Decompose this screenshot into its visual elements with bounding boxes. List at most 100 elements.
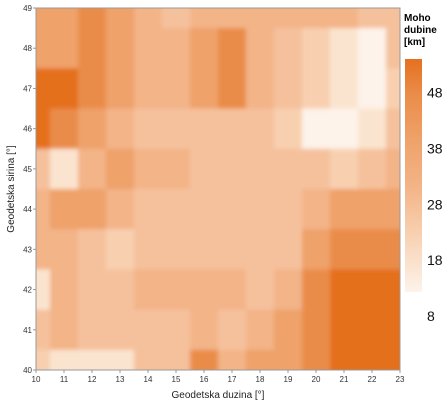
depth-cell: [190, 309, 219, 351]
depth-cell: [302, 229, 331, 270]
depth-cell: [36, 349, 51, 370]
depth-cell: [386, 68, 400, 110]
depth-cell: [330, 148, 359, 190]
depth-cell: [218, 309, 247, 351]
depth-cell: [358, 8, 387, 29]
x-axis-title: Geodetska duzina [°]: [172, 390, 265, 401]
depth-cell: [190, 108, 219, 150]
legend-tick-label: 28: [427, 196, 442, 212]
depth-cell: [358, 269, 387, 311]
depth-cell: [218, 28, 247, 69]
depth-cell: [106, 108, 135, 150]
depth-cell: [246, 229, 275, 270]
depth-cell: [106, 148, 135, 190]
x-axis: 10 11 12 13 14 15 16 17 18 19 20 21 22 23: [32, 370, 405, 384]
depth-cell: [302, 8, 331, 29]
depth-cell: [134, 349, 163, 370]
depth-cell: [78, 349, 107, 370]
depth-cell: [358, 349, 387, 370]
depth-cell: [36, 68, 51, 110]
depth-cell: [50, 148, 79, 190]
depth-cell: [162, 148, 191, 190]
y-axis-title: Geodetska sirina [°]: [6, 145, 17, 233]
x-tick-label: 18: [256, 375, 265, 384]
depth-cell: [106, 229, 135, 270]
plot-frame: [35, 7, 401, 371]
depth-cell: [50, 309, 79, 351]
depth-cell: [386, 28, 400, 69]
depth-cell: [386, 108, 400, 150]
y-tick-label: 42: [23, 286, 32, 295]
y-tick-label: 44: [23, 205, 32, 214]
depth-cell: [36, 28, 51, 69]
depth-cell: [274, 309, 303, 351]
depth-cell: [386, 309, 400, 351]
depth-cell: [162, 108, 191, 150]
depth-cell: [106, 269, 135, 311]
depth-cell: [302, 309, 331, 351]
depth-cell: [50, 269, 79, 311]
depth-cell: [246, 148, 275, 190]
depth-cell: [134, 229, 163, 270]
x-tick-label: 10: [32, 375, 41, 384]
depth-cell: [246, 309, 275, 351]
depth-cell: [162, 68, 191, 110]
depth-cell: [106, 189, 135, 230]
depth-cell: [274, 68, 303, 110]
depth-cell: [190, 28, 219, 69]
depth-cell: [106, 8, 135, 29]
legend-tick-label: 38: [427, 140, 442, 156]
depth-cell: [134, 28, 163, 69]
depth-cell: [106, 68, 135, 110]
depth-cell: [50, 189, 79, 230]
depth-cell: [218, 68, 247, 110]
depth-cell: [246, 108, 275, 150]
depth-cell: [330, 108, 359, 150]
y-tick-label: 49: [23, 4, 32, 13]
depth-cell: [358, 309, 387, 351]
depth-cell: [36, 8, 51, 29]
colorbar-legend: Moho dubine [km] 48 38 28 18 8: [404, 13, 442, 324]
depth-cell: [134, 68, 163, 110]
depth-cell: [162, 229, 191, 270]
depth-cell: [78, 108, 107, 150]
depth-cell: [302, 108, 331, 150]
x-tick-label: 11: [60, 375, 69, 384]
depth-cell: [302, 28, 331, 69]
legend-title-line-2: dubine: [404, 25, 437, 36]
depth-cell: [50, 229, 79, 270]
y-tick-label: 45: [23, 165, 32, 174]
depth-cell: [78, 68, 107, 110]
depth-cell: [190, 349, 219, 370]
legend-title-line-3: [km]: [404, 37, 425, 48]
depth-cell: [218, 229, 247, 270]
depth-cell: [218, 148, 247, 190]
y-tick-label: 48: [23, 44, 32, 53]
depth-cell: [274, 229, 303, 270]
depth-cell: [246, 68, 275, 110]
depth-cell: [358, 148, 387, 190]
depth-cell: [274, 189, 303, 230]
depth-cell: [274, 8, 303, 29]
legend-tick-label: 8: [427, 308, 435, 324]
depth-cell: [78, 229, 107, 270]
depth-cell: [218, 189, 247, 230]
depth-cell: [302, 148, 331, 190]
depth-cell: [246, 269, 275, 311]
depth-cell: [78, 309, 107, 351]
x-tick-label: 21: [340, 375, 349, 384]
y-tick-label: 40: [23, 366, 32, 375]
depth-cell: [134, 108, 163, 150]
depth-cell: [386, 229, 400, 270]
depth-cell: [106, 349, 135, 370]
depth-cell: [358, 68, 387, 110]
depth-cell: [190, 148, 219, 190]
depth-cell: [134, 269, 163, 311]
depth-cell: [218, 108, 247, 150]
depth-cell: [218, 8, 247, 29]
depth-cell: [134, 189, 163, 230]
depth-cell: [36, 309, 51, 351]
depth-cell: [50, 8, 79, 29]
depth-cell: [162, 349, 191, 370]
